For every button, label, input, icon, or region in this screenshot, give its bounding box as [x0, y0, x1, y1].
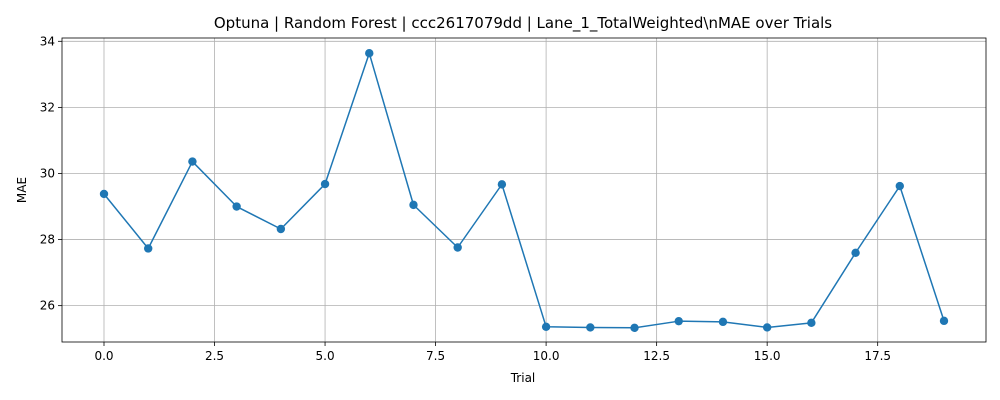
data-point — [497, 180, 507, 189]
y-tick-label: 30 — [40, 166, 55, 180]
series-line — [103, 52, 945, 329]
data-point — [188, 157, 197, 166]
data-point — [144, 244, 153, 253]
data-point — [541, 322, 551, 331]
data-point — [320, 179, 330, 189]
data-point — [453, 243, 462, 252]
y-tick-label: 32 — [40, 100, 55, 114]
data-point — [762, 323, 772, 332]
y-tick-label: 28 — [40, 233, 55, 247]
data-point — [718, 317, 728, 327]
data-point — [586, 323, 595, 332]
data-point — [365, 49, 374, 58]
data-point — [939, 316, 949, 326]
x-tick-label: 7.5 — [426, 349, 445, 363]
y-tick-label: 34 — [40, 34, 55, 48]
y-axis-label: MAE — [15, 177, 29, 203]
data-point — [232, 202, 241, 211]
data-point — [674, 316, 683, 326]
y-axis: 26 28 30 32 34 — [40, 34, 62, 313]
y-tick-label: 26 — [40, 299, 55, 313]
x-tick-label: 12.5 — [643, 349, 670, 363]
x-tick-label: 10.0 — [533, 349, 560, 363]
chart-title: Optuna | Random Forest | ccc2617079dd | … — [214, 14, 832, 33]
x-tick-label: 5.0 — [316, 349, 335, 363]
data-point — [851, 248, 860, 257]
x-tick-label: 15.0 — [754, 349, 781, 363]
data-point — [895, 181, 904, 191]
x-tick-label: 17.5 — [864, 349, 891, 363]
x-axis: 0.0 2.5 5.0 7.5 10.0 12.5 15.0 17.5 — [94, 342, 891, 363]
data-point — [807, 318, 816, 328]
x-tick-label: 0.0 — [94, 349, 113, 363]
data-point — [409, 200, 418, 210]
x-axis-label: Trial — [510, 371, 536, 385]
data-point — [630, 323, 639, 332]
data-point — [276, 224, 286, 234]
data-point — [99, 189, 109, 199]
x-tick-label: 2.5 — [205, 349, 224, 363]
grid — [62, 38, 986, 342]
plot-area-frame — [61, 37, 987, 343]
series-layer — [99, 49, 949, 332]
